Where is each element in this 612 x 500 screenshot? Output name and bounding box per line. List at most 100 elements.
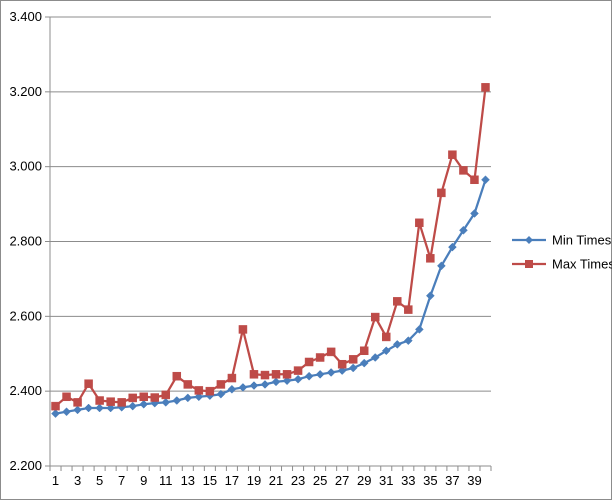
min-times-point: [194, 392, 204, 402]
x-tick-label: 23: [291, 473, 305, 488]
max-times-point: [95, 396, 104, 405]
y-tick-label: 3.000: [9, 159, 42, 174]
min-times-point: [51, 409, 60, 418]
max-times-point: [426, 254, 435, 263]
x-tick-label: 3: [74, 473, 81, 488]
min-times-point: [271, 377, 281, 387]
max-times-point: [194, 386, 204, 395]
min-times-point: [448, 242, 457, 252]
max-times-point: [183, 380, 193, 389]
x-tick-label: 9: [140, 473, 147, 488]
min-times-point: [62, 407, 71, 417]
x-tick-label: 35: [423, 473, 437, 488]
max-times-point: [117, 398, 126, 407]
min-times-point: [84, 403, 93, 413]
y-tick-label: 3.400: [9, 9, 42, 24]
max-times-point: [326, 347, 336, 357]
min-times-point: [315, 369, 325, 379]
x-tick-label: 39: [467, 473, 481, 488]
max-times-point: [393, 297, 402, 306]
min-times-point: [216, 389, 226, 399]
max-times-point: [382, 332, 391, 342]
x-tick-label: 33: [401, 473, 415, 488]
max-times-point: [128, 393, 137, 403]
max-times-point: [84, 379, 93, 388]
max-times-point: [404, 305, 413, 314]
min-times-point: [437, 261, 446, 271]
min-times-point: [73, 405, 82, 415]
max-times-point: [106, 397, 115, 406]
x-tick-label: 29: [357, 473, 371, 488]
min-times-point: [392, 340, 402, 349]
x-tick-label: 31: [379, 473, 393, 488]
max-times-point: [459, 166, 468, 175]
min-times-point: [337, 366, 347, 375]
min-times-point: [238, 383, 248, 392]
max-times-point: [139, 392, 148, 402]
max-times-point: [62, 392, 71, 402]
min-times-point: [326, 368, 336, 377]
x-tick-label: 27: [335, 473, 349, 488]
x-tick-label: 19: [247, 473, 261, 488]
x-tick-label: 13: [181, 473, 195, 488]
legend-label-max-times: Max Times: [552, 257, 612, 272]
max-times-point: [337, 359, 347, 369]
min-times-point: [426, 291, 435, 301]
legend-label-min-times: Min Times: [552, 233, 612, 248]
min-times-line: [55, 179, 487, 415]
x-tick-label: 15: [203, 473, 217, 488]
max-times-point: [348, 355, 358, 364]
max-times-point: [448, 150, 457, 159]
max-times-point: [172, 371, 182, 381]
min-times-point: [293, 374, 303, 384]
y-tick-label: 3.200: [9, 84, 42, 99]
max-times-point: [249, 370, 259, 379]
min-times-point: [260, 380, 270, 389]
max-times-point: [271, 370, 281, 379]
max-times-point: [415, 218, 424, 228]
min-times-point: [370, 353, 380, 362]
max-times-point: [437, 188, 446, 198]
y-tick-label: 2.200: [9, 458, 42, 473]
min-times-point: [161, 398, 171, 407]
max-times-line: [54, 87, 487, 407]
y-tick-label: 2.800: [9, 234, 42, 249]
min-times-point: [106, 403, 115, 413]
max-times-point: [260, 370, 270, 380]
min-times-point: [414, 325, 424, 334]
min-times-point: [172, 396, 182, 405]
max-times-point: [282, 370, 292, 379]
max-times-point: [293, 366, 303, 375]
max-times-point: [370, 312, 380, 322]
x-tick-label: 7: [118, 473, 125, 488]
x-tick-label: 21: [269, 473, 283, 488]
y-tick-label: 2.600: [9, 308, 42, 323]
min-times-point: [139, 399, 149, 409]
max-times-point: [216, 380, 226, 389]
x-tick-label: 11: [159, 473, 173, 488]
max-times-point: [205, 386, 215, 396]
max-times-point: [359, 346, 369, 356]
min-times-point: [470, 209, 479, 218]
min-times-point: [227, 384, 237, 394]
max-times-point: [150, 393, 159, 402]
x-tick-label: 1: [52, 473, 59, 488]
y-tick-label: 2.400: [9, 383, 42, 398]
min-times-point: [304, 371, 314, 381]
x-tick-label: 5: [96, 473, 103, 488]
max-times-point: [51, 401, 60, 411]
min-times-point: [348, 363, 358, 373]
min-times-point: [128, 401, 138, 411]
max-times-point: [304, 357, 314, 367]
min-times-point: [282, 376, 292, 386]
legend-marker-max-times: [525, 260, 533, 268]
max-times-point: [73, 398, 82, 407]
x-tick-label: 17: [225, 473, 239, 488]
min-times-point: [183, 393, 193, 403]
max-times-point: [227, 373, 237, 383]
min-times-point: [95, 403, 104, 413]
max-times-point: [481, 83, 490, 92]
min-times-point: [403, 336, 413, 346]
